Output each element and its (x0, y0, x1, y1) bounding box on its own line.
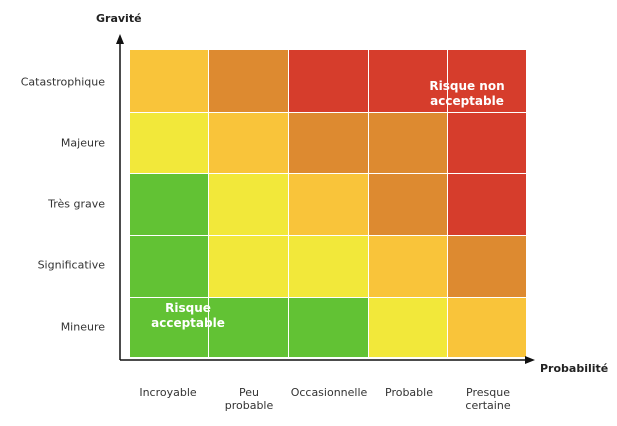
matrix-cell (130, 113, 208, 173)
row-label-catastrophique: Catastrophique (20, 75, 105, 89)
matrix-cell (369, 236, 447, 297)
col-label-occasionnelle: Occasionnelle (290, 386, 368, 399)
matrix-cell (209, 113, 288, 173)
matrix-cell (289, 236, 368, 297)
zone-label-unacceptable: Risque non acceptable (429, 79, 505, 108)
matrix-cell (130, 174, 208, 235)
matrix-cell (130, 50, 208, 112)
matrix-cell (369, 298, 447, 357)
matrix-cell (209, 298, 288, 357)
matrix-cell (448, 50, 526, 112)
x-axis-title: Probabilité (540, 362, 609, 375)
matrix-cell (448, 236, 526, 297)
matrix-cell (289, 298, 368, 357)
matrix-cell (130, 298, 208, 357)
x-axis-arrow (525, 356, 535, 364)
matrix-cell (289, 50, 368, 112)
matrix-cell (209, 174, 288, 235)
row-label-mineure: Mineure (60, 320, 105, 334)
matrix-cell (209, 50, 288, 112)
col-label-incroyable: Incroyable (139, 386, 197, 399)
y-axis-title: Gravité (96, 12, 142, 25)
col-label-presque-certaine: Presque certaine (465, 386, 511, 412)
row-label-significative: Significative (37, 258, 105, 272)
row-label-tres-grave: Très grave (48, 197, 105, 211)
matrix-cell (448, 174, 526, 235)
matrix-cell (448, 298, 526, 357)
row-label-majeure: Majeure (60, 136, 105, 150)
matrix-cell (448, 113, 526, 173)
zone-label-acceptable: Risque acceptable (151, 301, 225, 330)
matrix-cell (209, 236, 288, 297)
matrix-cell (289, 174, 368, 235)
matrix-cell (289, 113, 368, 173)
col-label-peu-probable: Peu probable (224, 386, 274, 412)
col-label-probable: Probable (385, 386, 433, 399)
y-axis-arrow (116, 34, 124, 44)
matrix-cell (369, 113, 447, 173)
matrix-cell (130, 236, 208, 297)
matrix-cell (369, 50, 447, 112)
matrix-cell (369, 174, 447, 235)
